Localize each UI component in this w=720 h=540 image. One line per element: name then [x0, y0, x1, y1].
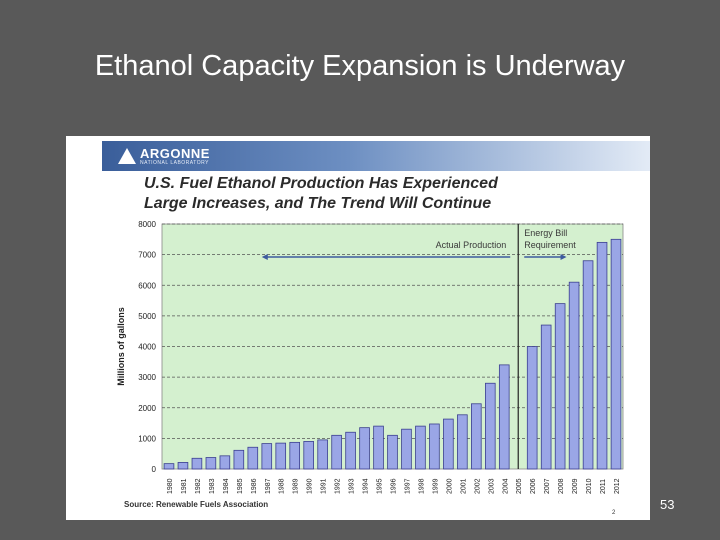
x-tick-label: 2005: [516, 478, 523, 494]
bar-2004: [498, 364, 510, 470]
bar-1992: [331, 434, 342, 470]
bar-1991: [317, 439, 328, 470]
argonne-banner: ARGONNE NATIONAL LABORATORY: [102, 141, 650, 171]
bar-1994: [359, 427, 370, 470]
bar-1981: [177, 462, 189, 470]
bar-2001: [457, 414, 468, 470]
x-tick-label: 2008: [558, 478, 565, 494]
x-tick-label: 1993: [349, 478, 356, 494]
bar-1999: [429, 423, 440, 470]
x-tick-label: 2010: [586, 478, 593, 494]
bar-2012: [610, 238, 622, 470]
chart-headline-line1: U.S. Fuel Ethanol Production Has Experie…: [144, 175, 498, 192]
x-tick-label: 1998: [418, 478, 425, 494]
bar-1995: [373, 425, 384, 470]
bar-1989: [289, 441, 301, 470]
y-tick-label: 0: [152, 465, 157, 474]
y-tick-label: 8000: [138, 220, 156, 229]
x-tick-label: 1987: [265, 478, 272, 494]
bar-1996: [387, 434, 398, 470]
chart-image-panel: ARGONNE NATIONAL LABORATORY U.S. Fuel Et…: [66, 136, 650, 520]
x-tick-label: 2000: [446, 478, 453, 494]
x-tick-label: 1988: [279, 478, 286, 494]
chart-source: Source: Renewable Fuels Association: [124, 500, 269, 509]
bar-2007: [540, 324, 552, 470]
x-tick-label: 2002: [474, 478, 481, 494]
x-tick-label: 1999: [432, 478, 439, 494]
x-tick-label: 1982: [195, 478, 202, 494]
bar-1998: [415, 425, 426, 470]
x-tick-label: 1986: [251, 478, 258, 494]
x-tick-label: 1992: [335, 478, 342, 494]
bar-1985: [233, 449, 245, 470]
x-tick-label: 2006: [530, 478, 537, 494]
bar-2011: [596, 241, 608, 470]
y-tick-label: 6000: [138, 281, 156, 290]
bar-1980: [163, 463, 175, 470]
bar-2000: [443, 418, 454, 470]
argonne-logo-icon: [118, 148, 136, 164]
arrowhead-left: [261, 254, 268, 260]
chart-headline-line2: Large Increases, and The Trend Will Cont…: [144, 195, 492, 212]
y-tick-label: 7000: [138, 251, 156, 260]
y-tick-label: 2000: [138, 404, 156, 413]
logo-subtitle: NATIONAL LABORATORY: [140, 160, 209, 166]
bar-1983: [205, 457, 217, 470]
x-tick-label: 1981: [181, 478, 188, 494]
x-tick-label: 2012: [614, 478, 621, 494]
bar-1993: [345, 431, 356, 470]
bar-1990: [303, 441, 314, 470]
x-tick-label: 1994: [363, 478, 370, 494]
bar-2010: [582, 260, 594, 470]
annotation-energy-bill: Energy Bill: [524, 228, 567, 238]
bar-1987: [261, 443, 273, 470]
x-tick-label: 1990: [307, 478, 314, 494]
x-tick-label: 2004: [502, 478, 509, 494]
x-tick-label: 1997: [404, 478, 411, 494]
annotation-actual-production: Actual Production: [436, 240, 507, 250]
slide-title: Ethanol Capacity Expansion is Underway: [94, 50, 626, 82]
y-tick-label: 3000: [138, 373, 156, 382]
x-tick-label: 1989: [293, 478, 300, 494]
figure-page-mark: 2: [612, 510, 616, 516]
bar-2003: [484, 382, 496, 470]
bar-1984: [219, 455, 231, 470]
bar-2008: [554, 303, 566, 470]
x-tick-label: 2001: [460, 478, 467, 494]
bar-1986: [247, 446, 259, 470]
x-tick-label: 1985: [237, 478, 244, 494]
bar-1997: [401, 428, 412, 470]
x-tick-label: 1991: [321, 478, 328, 494]
x-tick-label: 2003: [488, 478, 495, 494]
y-tick-label: 4000: [138, 343, 156, 352]
arrowhead-right: [560, 254, 567, 260]
x-tick-label: 1995: [377, 478, 384, 494]
x-tick-label: 2007: [544, 478, 551, 494]
bar-2002: [471, 403, 482, 470]
logo-name: ARGONNE: [140, 146, 210, 161]
bar-1982: [191, 457, 203, 470]
annotation-requirement: Requirement: [524, 240, 576, 250]
y-tick-label: 5000: [138, 312, 156, 321]
bar-2009: [568, 281, 580, 470]
x-tick-label: 1984: [223, 478, 230, 494]
x-tick-label: 2011: [600, 479, 607, 494]
y-axis-label: Millions of gallons: [116, 307, 126, 386]
slide-number: 53: [660, 497, 675, 512]
x-tick-label: 1980: [167, 478, 174, 494]
x-tick-label: 1996: [391, 478, 398, 494]
x-tick-label: 1983: [209, 478, 216, 494]
y-tick-label: 1000: [138, 434, 156, 443]
x-tick-label: 2009: [572, 478, 579, 494]
bar-1988: [275, 442, 287, 470]
bar-chart: 0 1000 2000 3000 4000 5000 6000 7000 8000 Million…: [116, 220, 624, 494]
bar-2006: [526, 346, 538, 470]
